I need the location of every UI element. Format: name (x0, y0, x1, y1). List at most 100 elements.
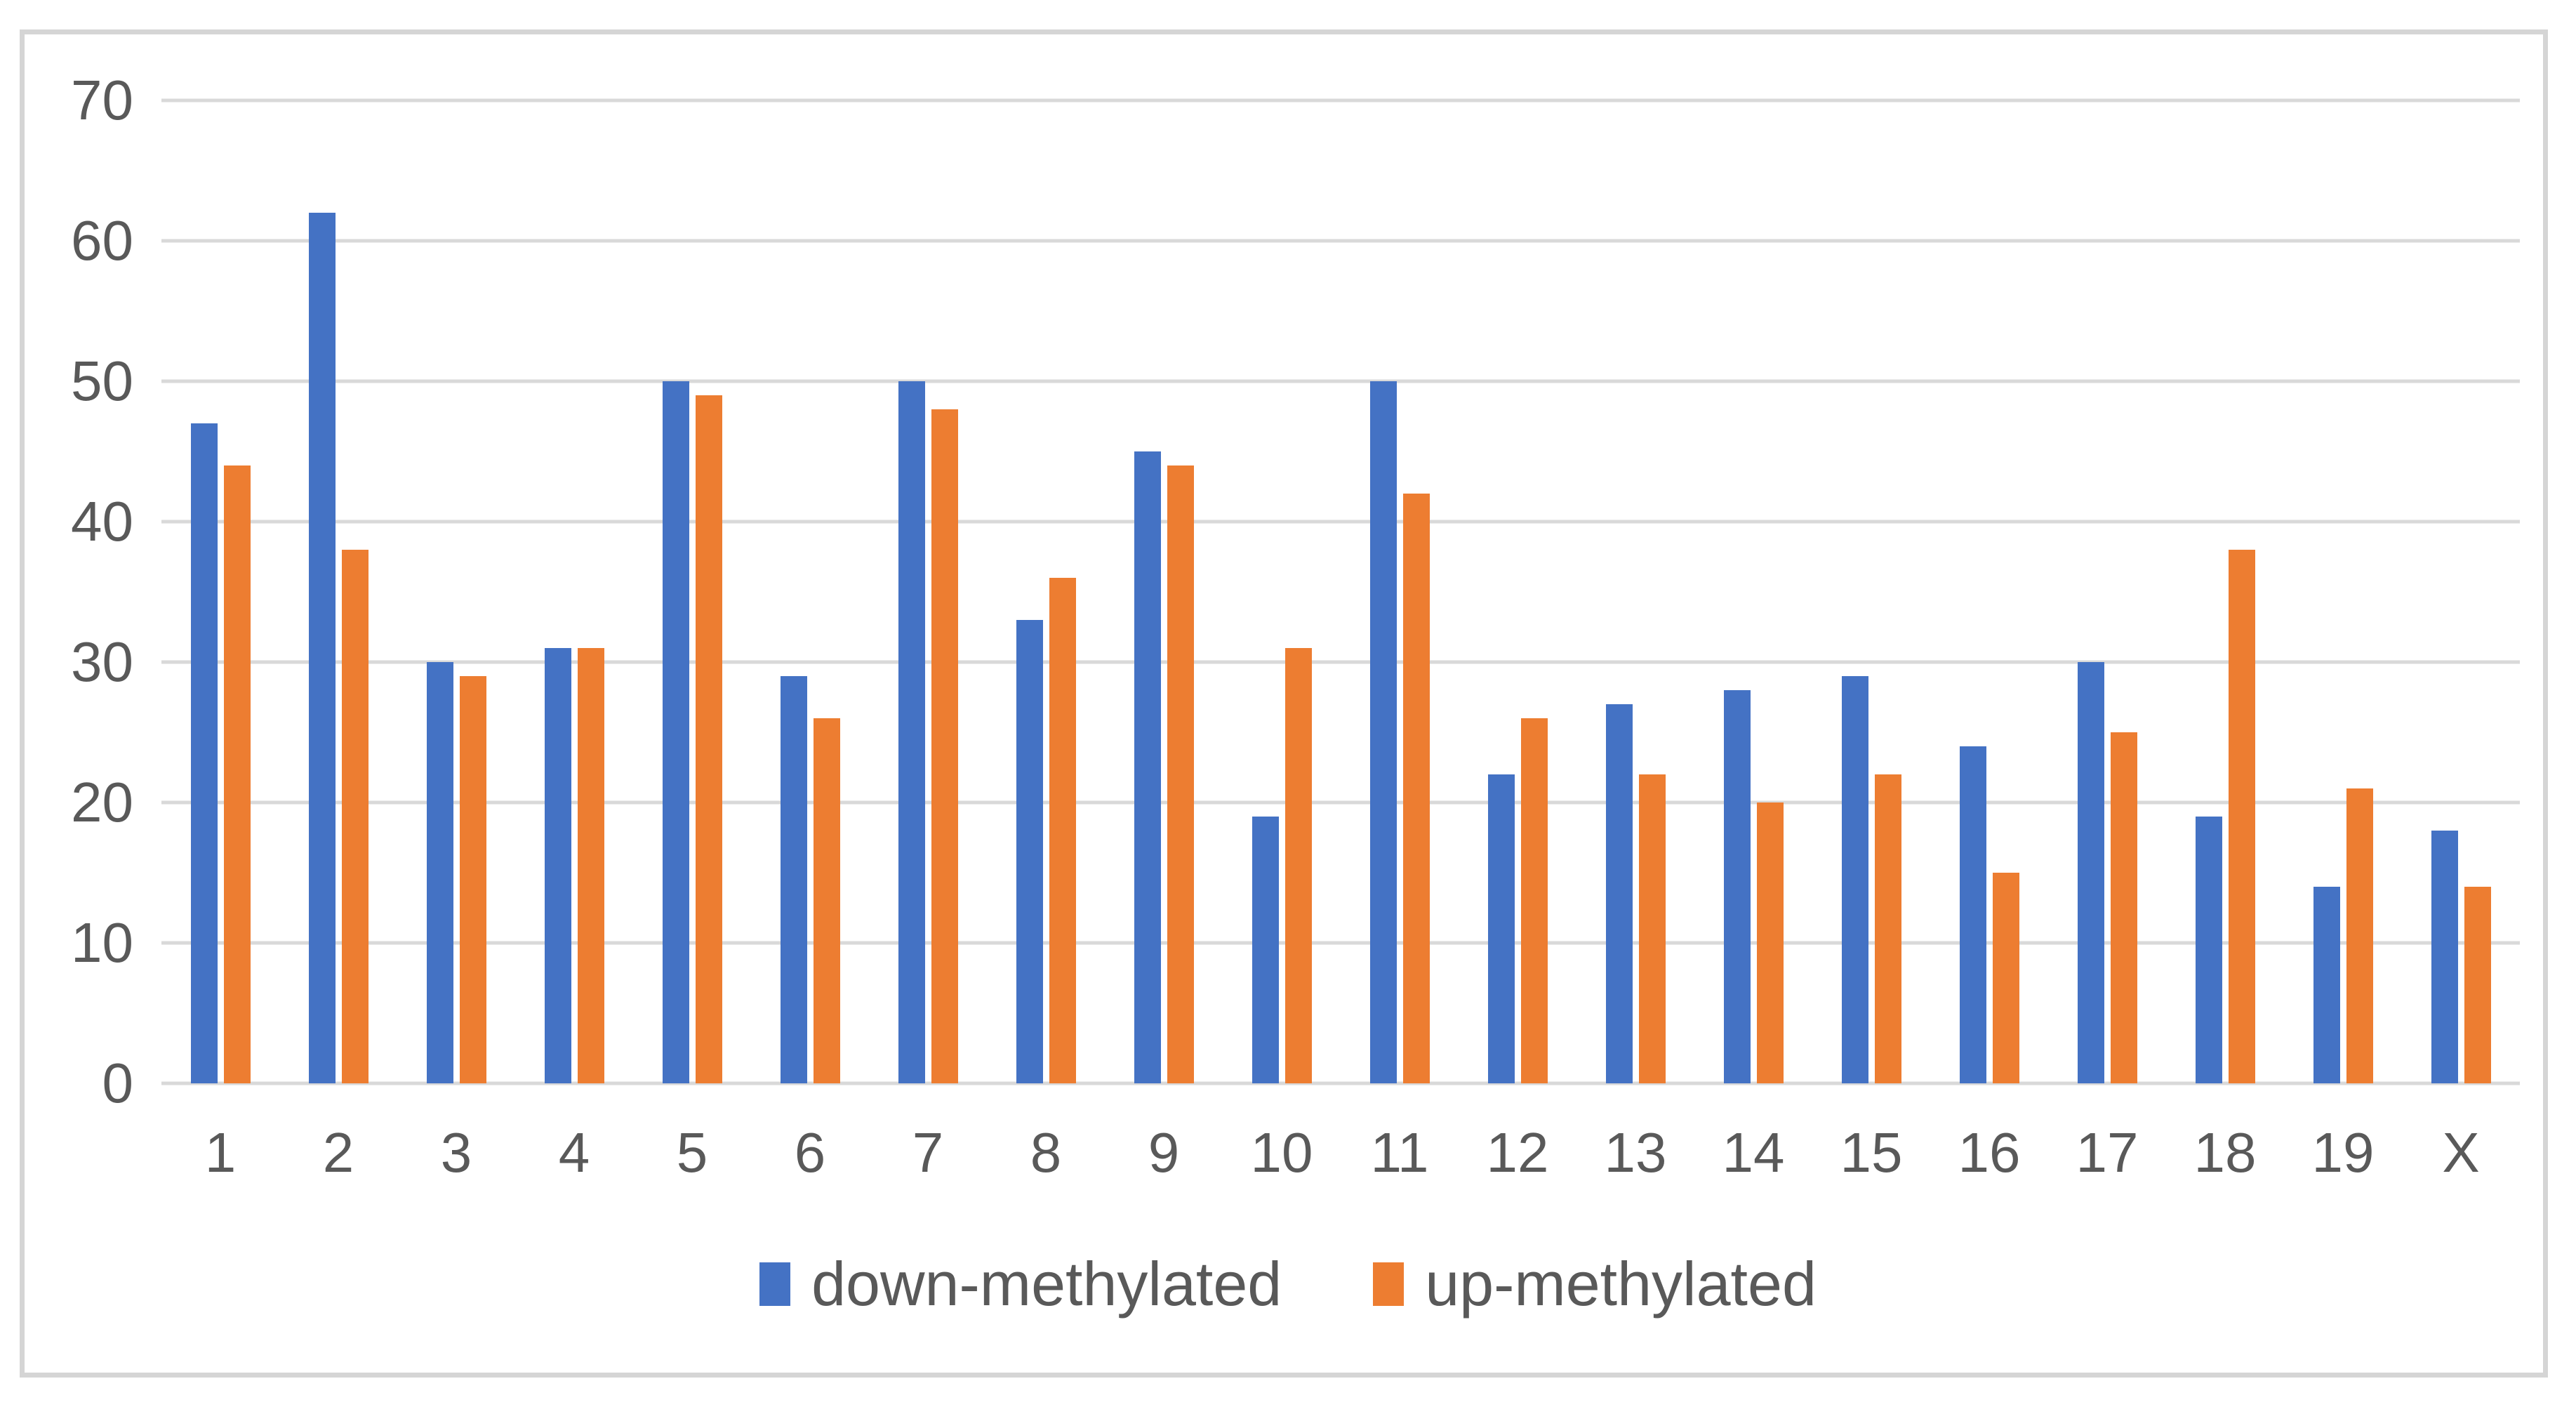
plot-area (161, 98, 2520, 1085)
bar-group-16 (1930, 100, 2048, 1083)
x-tick-label-X: X (2442, 1121, 2480, 1184)
bar-down-methylated-15 (1841, 676, 1868, 1083)
legend-swatch-down-methylated-icon (759, 1262, 791, 1306)
y-tick-label-0: 0 (102, 1052, 134, 1114)
bar-down-methylated-1 (190, 423, 218, 1083)
legend-item-down-methylated: down-methylated (759, 1248, 1282, 1320)
y-axis-tick-labels: 70 60 50 40 30 20 10 0 (28, 69, 133, 1114)
bar-up-methylated-5 (695, 395, 722, 1083)
bar-up-methylated-11 (1402, 494, 1430, 1083)
bar-down-methylated-8 (1016, 620, 1043, 1083)
y-tick-label-20: 20 (71, 771, 133, 833)
bar-up-methylated-3 (459, 676, 486, 1083)
bar-down-methylated-13 (1605, 704, 1633, 1083)
x-tick-label-10: 10 (1250, 1121, 1313, 1184)
x-tick-label-3: 3 (440, 1121, 472, 1184)
x-tick-label-8: 8 (1030, 1121, 1062, 1184)
bar-group-10 (1223, 100, 1341, 1083)
gridline-y-10 (161, 941, 2520, 945)
bar-group-19 (2284, 100, 2402, 1083)
bar-down-methylated-7 (898, 381, 925, 1083)
legend-label-down-methylated: down-methylated (811, 1249, 1282, 1319)
bar-group-15 (1812, 100, 1930, 1083)
bar-group-11 (1341, 100, 1459, 1083)
x-tick-label-9: 9 (1148, 1121, 1180, 1184)
bar-down-methylated-9 (1134, 451, 1161, 1083)
y-tick-label-30: 30 (71, 630, 133, 693)
bar-down-methylated-16 (1959, 746, 1986, 1083)
y-tick-label-60: 60 (71, 209, 133, 272)
bar-up-methylated-9 (1167, 465, 1194, 1083)
bar-up-methylated-1 (223, 465, 251, 1083)
gridline-y-30 (161, 660, 2520, 664)
bar-up-methylated-12 (1520, 718, 1548, 1083)
bar-group-X (2402, 100, 2520, 1083)
y-tick-label-40: 40 (71, 490, 133, 553)
bar-down-methylated-10 (1252, 817, 1279, 1083)
x-tick-label-12: 12 (1486, 1121, 1549, 1184)
bar-up-methylated-15 (1874, 774, 1901, 1083)
x-tick-label-19: 19 (2311, 1121, 2375, 1184)
bar-down-methylated-4 (544, 648, 571, 1083)
bar-up-methylated-7 (931, 409, 958, 1083)
x-tick-label-15: 15 (1840, 1121, 1903, 1184)
x-tick-label-5: 5 (676, 1121, 708, 1184)
bar-group-13 (1576, 100, 1694, 1083)
x-tick-label-14: 14 (1722, 1121, 1785, 1184)
bar-group-3 (397, 100, 515, 1083)
y-tick-label-50: 50 (71, 350, 133, 412)
x-axis-tick-labels: 1 2 3 4 5 6 7 8 9 10 11 12 13 14 15 16 17 18 19 X (161, 1121, 2520, 1185)
x-tick-label-6: 6 (794, 1121, 826, 1184)
y-tick-label-70: 70 (71, 69, 133, 131)
x-tick-label-4: 4 (558, 1121, 590, 1184)
legend-item-up-methylated: up-methylated (1373, 1248, 1817, 1320)
bar-down-methylated-11 (1369, 381, 1397, 1083)
bar-up-methylated-X (2464, 887, 2491, 1083)
gridline-y-50 (161, 379, 2520, 383)
x-tick-label-2: 2 (322, 1121, 354, 1184)
bar-down-methylated-17 (2077, 662, 2104, 1083)
legend-swatch-up-methylated-icon (1373, 1262, 1405, 1306)
x-tick-label-1: 1 (204, 1121, 237, 1184)
bar-group-1 (161, 100, 279, 1083)
bar-up-methylated-2 (341, 550, 369, 1083)
gridline-y-20 (161, 800, 2520, 805)
legend: down-methylated up-methylated (0, 1248, 2576, 1320)
bar-up-methylated-10 (1284, 648, 1312, 1083)
x-tick-label-17: 17 (2076, 1121, 2139, 1184)
bar-down-methylated-X (2431, 831, 2458, 1083)
bar-down-methylated-14 (1723, 690, 1751, 1083)
bar-up-methylated-14 (1756, 802, 1784, 1083)
bar-group-17 (2048, 100, 2166, 1083)
bar-down-methylated-2 (308, 213, 336, 1083)
bar-group-14 (1694, 100, 1812, 1083)
gridline-y-40 (161, 520, 2520, 524)
x-tick-label-11: 11 (1370, 1121, 1429, 1184)
bar-down-methylated-5 (662, 381, 689, 1083)
x-tick-label-18: 18 (2193, 1121, 2257, 1184)
bar-group-2 (279, 100, 397, 1083)
bar-group-8 (987, 100, 1105, 1083)
bar-down-methylated-6 (780, 676, 807, 1083)
bar-group-12 (1459, 100, 1576, 1083)
bar-up-methylated-16 (1992, 873, 2019, 1083)
gridline-y-70 (161, 98, 2520, 103)
bar-down-methylated-3 (426, 662, 453, 1083)
bar-down-methylated-19 (2313, 887, 2340, 1083)
bar-up-methylated-6 (813, 718, 840, 1083)
bars-layer (161, 100, 2520, 1083)
x-tick-label-13: 13 (1604, 1121, 1667, 1184)
bar-group-5 (633, 100, 751, 1083)
bar-down-methylated-18 (2195, 817, 2222, 1083)
bar-up-methylated-17 (2110, 732, 2137, 1083)
bar-group-18 (2166, 100, 2284, 1083)
bar-group-6 (751, 100, 869, 1083)
x-tick-label-16: 16 (1958, 1121, 2021, 1184)
x-tick-label-7: 7 (912, 1121, 944, 1184)
gridline-y-0 (161, 1081, 2520, 1085)
bar-up-methylated-18 (2228, 550, 2255, 1083)
bar-up-methylated-8 (1049, 578, 1076, 1083)
legend-label-up-methylated: up-methylated (1425, 1249, 1817, 1319)
bar-group-7 (869, 100, 987, 1083)
